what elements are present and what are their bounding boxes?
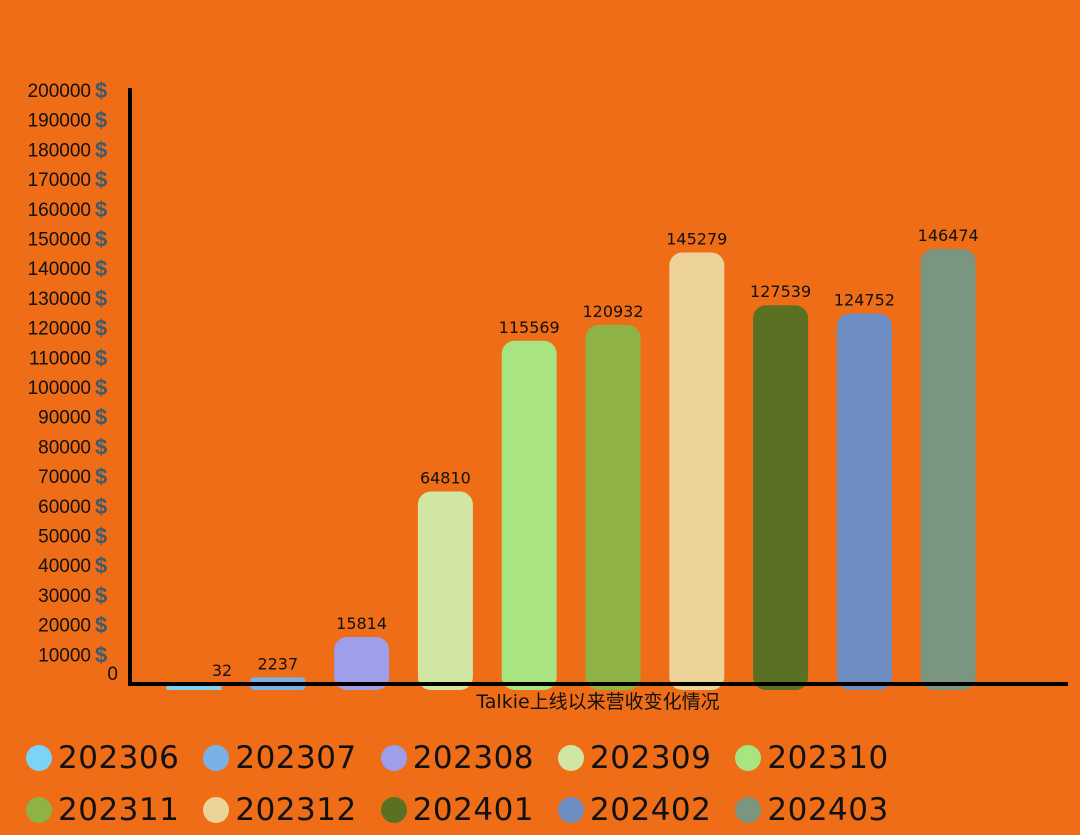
legend-swatch [203, 797, 230, 823]
legend-label: 202311 [58, 792, 180, 828]
data-label-202312: 145279 [666, 230, 727, 249]
y-tick-unit: $ [95, 464, 107, 489]
legend-label: 202312 [235, 792, 357, 828]
data-label-202309: 64810 [420, 469, 471, 488]
legend-item-202401: 202401 [380, 790, 535, 830]
x-axis-label: Talkie上线以来营收变化情况 [475, 691, 719, 713]
y-tick-label: 80000 [38, 437, 91, 458]
y-tick-label: 170000 [28, 170, 91, 191]
data-label-202401: 127539 [750, 282, 811, 301]
legend-label: 202310 [767, 740, 889, 776]
y-tick-label: 140000 [28, 259, 91, 280]
data-label-202310: 115569 [499, 318, 560, 337]
y-tick-unit: $ [95, 316, 107, 341]
y-tick-unit: $ [95, 256, 107, 281]
y-tick-label: 70000 [38, 467, 91, 488]
y-tick-label: 160000 [28, 200, 91, 221]
legend-item-202310: 202310 [735, 738, 888, 778]
legend-item-202309: 202309 [558, 738, 711, 778]
y-tick-label: 120000 [28, 319, 91, 340]
bar-202403 [920, 248, 976, 690]
legend-item-202306: 202306 [26, 738, 179, 778]
legend-item-202402: 202402 [558, 790, 711, 830]
legend-label: 202402 [590, 792, 712, 828]
legend-item-202312: 202312 [203, 790, 356, 830]
bar-202310 [501, 340, 557, 690]
legend-swatch [735, 797, 762, 823]
data-label-202307: 2237 [257, 654, 298, 673]
y-tick-unit: $ [95, 345, 107, 370]
legend-item-202308: 202308 [380, 738, 535, 778]
y-tick-unit: $ [95, 286, 107, 311]
legend-label: 202306 [58, 740, 180, 776]
y-tick-label: 150000 [28, 230, 91, 251]
y-tick-unit: $ [95, 494, 107, 519]
legend-swatch [558, 797, 585, 823]
legend-item-202311: 202311 [26, 790, 179, 830]
y-tick-label: 0 [107, 664, 118, 685]
data-label-202311: 120932 [582, 302, 643, 321]
data-label-202308: 15814 [336, 614, 387, 633]
legend-swatch [380, 745, 407, 771]
y-tick-label: 200000 [28, 81, 91, 102]
y-tick-unit: $ [95, 434, 107, 459]
legend-item-202403: 202403 [735, 790, 888, 830]
y-tick-unit: $ [95, 167, 107, 192]
y-tick-unit: $ [95, 108, 107, 133]
y-tick-unit: $ [95, 227, 107, 252]
data-label-202402: 124752 [834, 290, 895, 309]
bar-202311 [585, 324, 641, 690]
y-tick-unit: $ [95, 375, 107, 400]
legend-swatch [380, 797, 407, 823]
y-tick-label: 110000 [29, 348, 91, 369]
y-tick-unit: $ [95, 613, 107, 638]
bars [166, 248, 976, 691]
y-tick-unit: $ [95, 197, 107, 222]
data-label-202403: 146474 [918, 226, 979, 245]
legend-swatch [203, 745, 230, 771]
y-tick-label: 50000 [38, 527, 91, 548]
legend-label: 202309 [590, 740, 712, 776]
y-tick-unit: $ [95, 405, 107, 430]
bar-202308 [334, 637, 390, 690]
y-tick-unit: $ [95, 583, 107, 608]
y-tick-unit: $ [95, 642, 107, 667]
y-tick-label: 20000 [38, 616, 91, 637]
legend-label: 202403 [767, 792, 889, 828]
y-tick-label: 10000 [38, 645, 91, 666]
data-label-202306: 32 [212, 661, 232, 680]
y-tick-label: 60000 [38, 497, 91, 518]
y-tick-label: 130000 [28, 289, 91, 310]
y-tick-unit: $ [95, 137, 107, 162]
legend-label: 202308 [412, 740, 535, 776]
bar-202309 [417, 491, 473, 690]
data-labels: 32 2237 15814 64810 115569 120932 145279 127539… [212, 226, 979, 680]
legend-swatch [735, 745, 762, 771]
y-tick-label: 90000 [38, 408, 91, 429]
y-tick-label: 180000 [28, 140, 91, 161]
y-tick-label: 100000 [28, 378, 91, 399]
bar-202402 [836, 313, 892, 690]
legend-label: 202401 [412, 792, 535, 828]
y-tick-label: 30000 [38, 586, 91, 607]
y-tick-unit: $ [95, 78, 107, 103]
legend: 202306 202307 202308 202309 202310 202311 2023… [26, 738, 1066, 830]
legend-swatch [26, 797, 52, 823]
legend-swatch [26, 745, 52, 771]
y-tick-unit: $ [95, 524, 107, 549]
y-tick-label: 190000 [28, 111, 91, 132]
y-tick-label: 40000 [38, 556, 91, 577]
legend-swatch [558, 745, 585, 771]
bar-202401 [753, 305, 809, 690]
bar-202312 [669, 252, 725, 691]
legend-item-202307: 202307 [203, 738, 356, 778]
legend-label: 202307 [235, 740, 357, 776]
y-tick-unit: $ [95, 553, 107, 578]
